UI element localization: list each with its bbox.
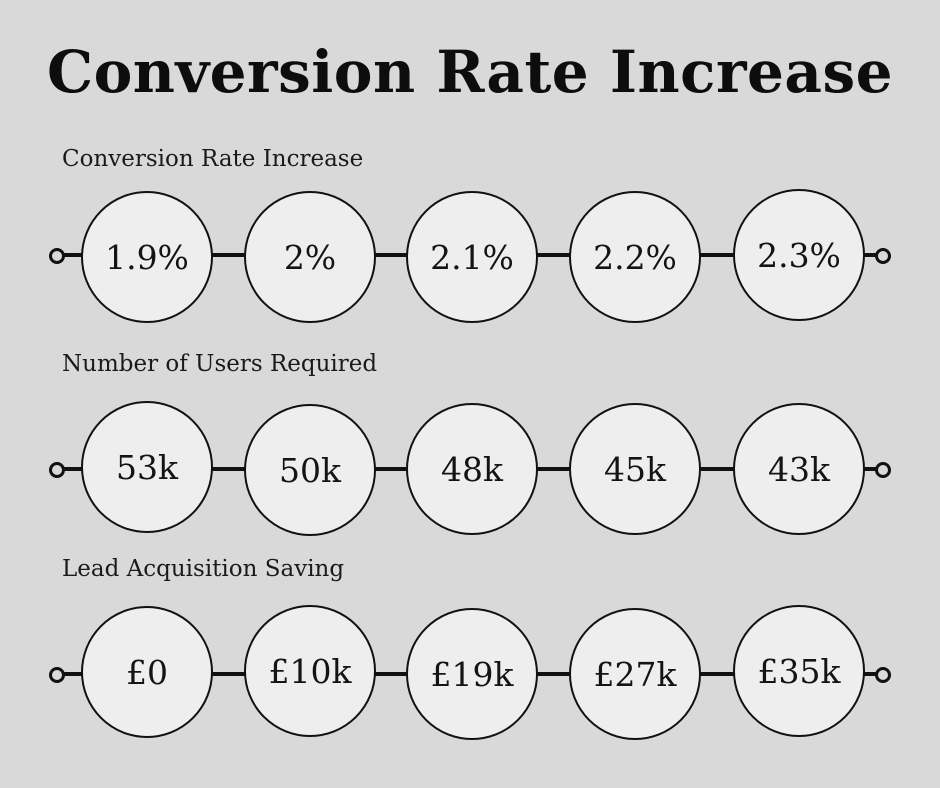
value-node: £10k [244, 605, 376, 737]
value-node: 50k [244, 404, 376, 536]
line-start-cap [49, 462, 65, 478]
row-label-lead-saving: Lead Acquisition Saving [62, 556, 345, 582]
value-node: 2% [244, 191, 376, 323]
value-node: £19k [406, 608, 538, 740]
value-node: 2.2% [569, 191, 701, 323]
line-end-cap [875, 667, 891, 683]
value-node: 53k [81, 401, 213, 533]
line-start-cap [49, 248, 65, 264]
line-start-cap [49, 667, 65, 683]
row-label-conversion-rate: Conversion Rate Increase [62, 146, 364, 172]
value-node: £27k [569, 608, 701, 740]
value-node: 2.1% [406, 191, 538, 323]
value-node: 45k [569, 403, 701, 535]
value-node: 1.9% [81, 191, 213, 323]
page-title: Conversion Rate Increase [46, 38, 894, 106]
value-node: 48k [406, 403, 538, 535]
value-node: £35k [733, 605, 865, 737]
value-node: 2.3% [733, 189, 865, 321]
line-end-cap [875, 248, 891, 264]
value-node: 43k [733, 403, 865, 535]
line-end-cap [875, 462, 891, 478]
value-node: £0 [81, 606, 213, 738]
row-label-users-required: Number of Users Required [62, 351, 378, 377]
